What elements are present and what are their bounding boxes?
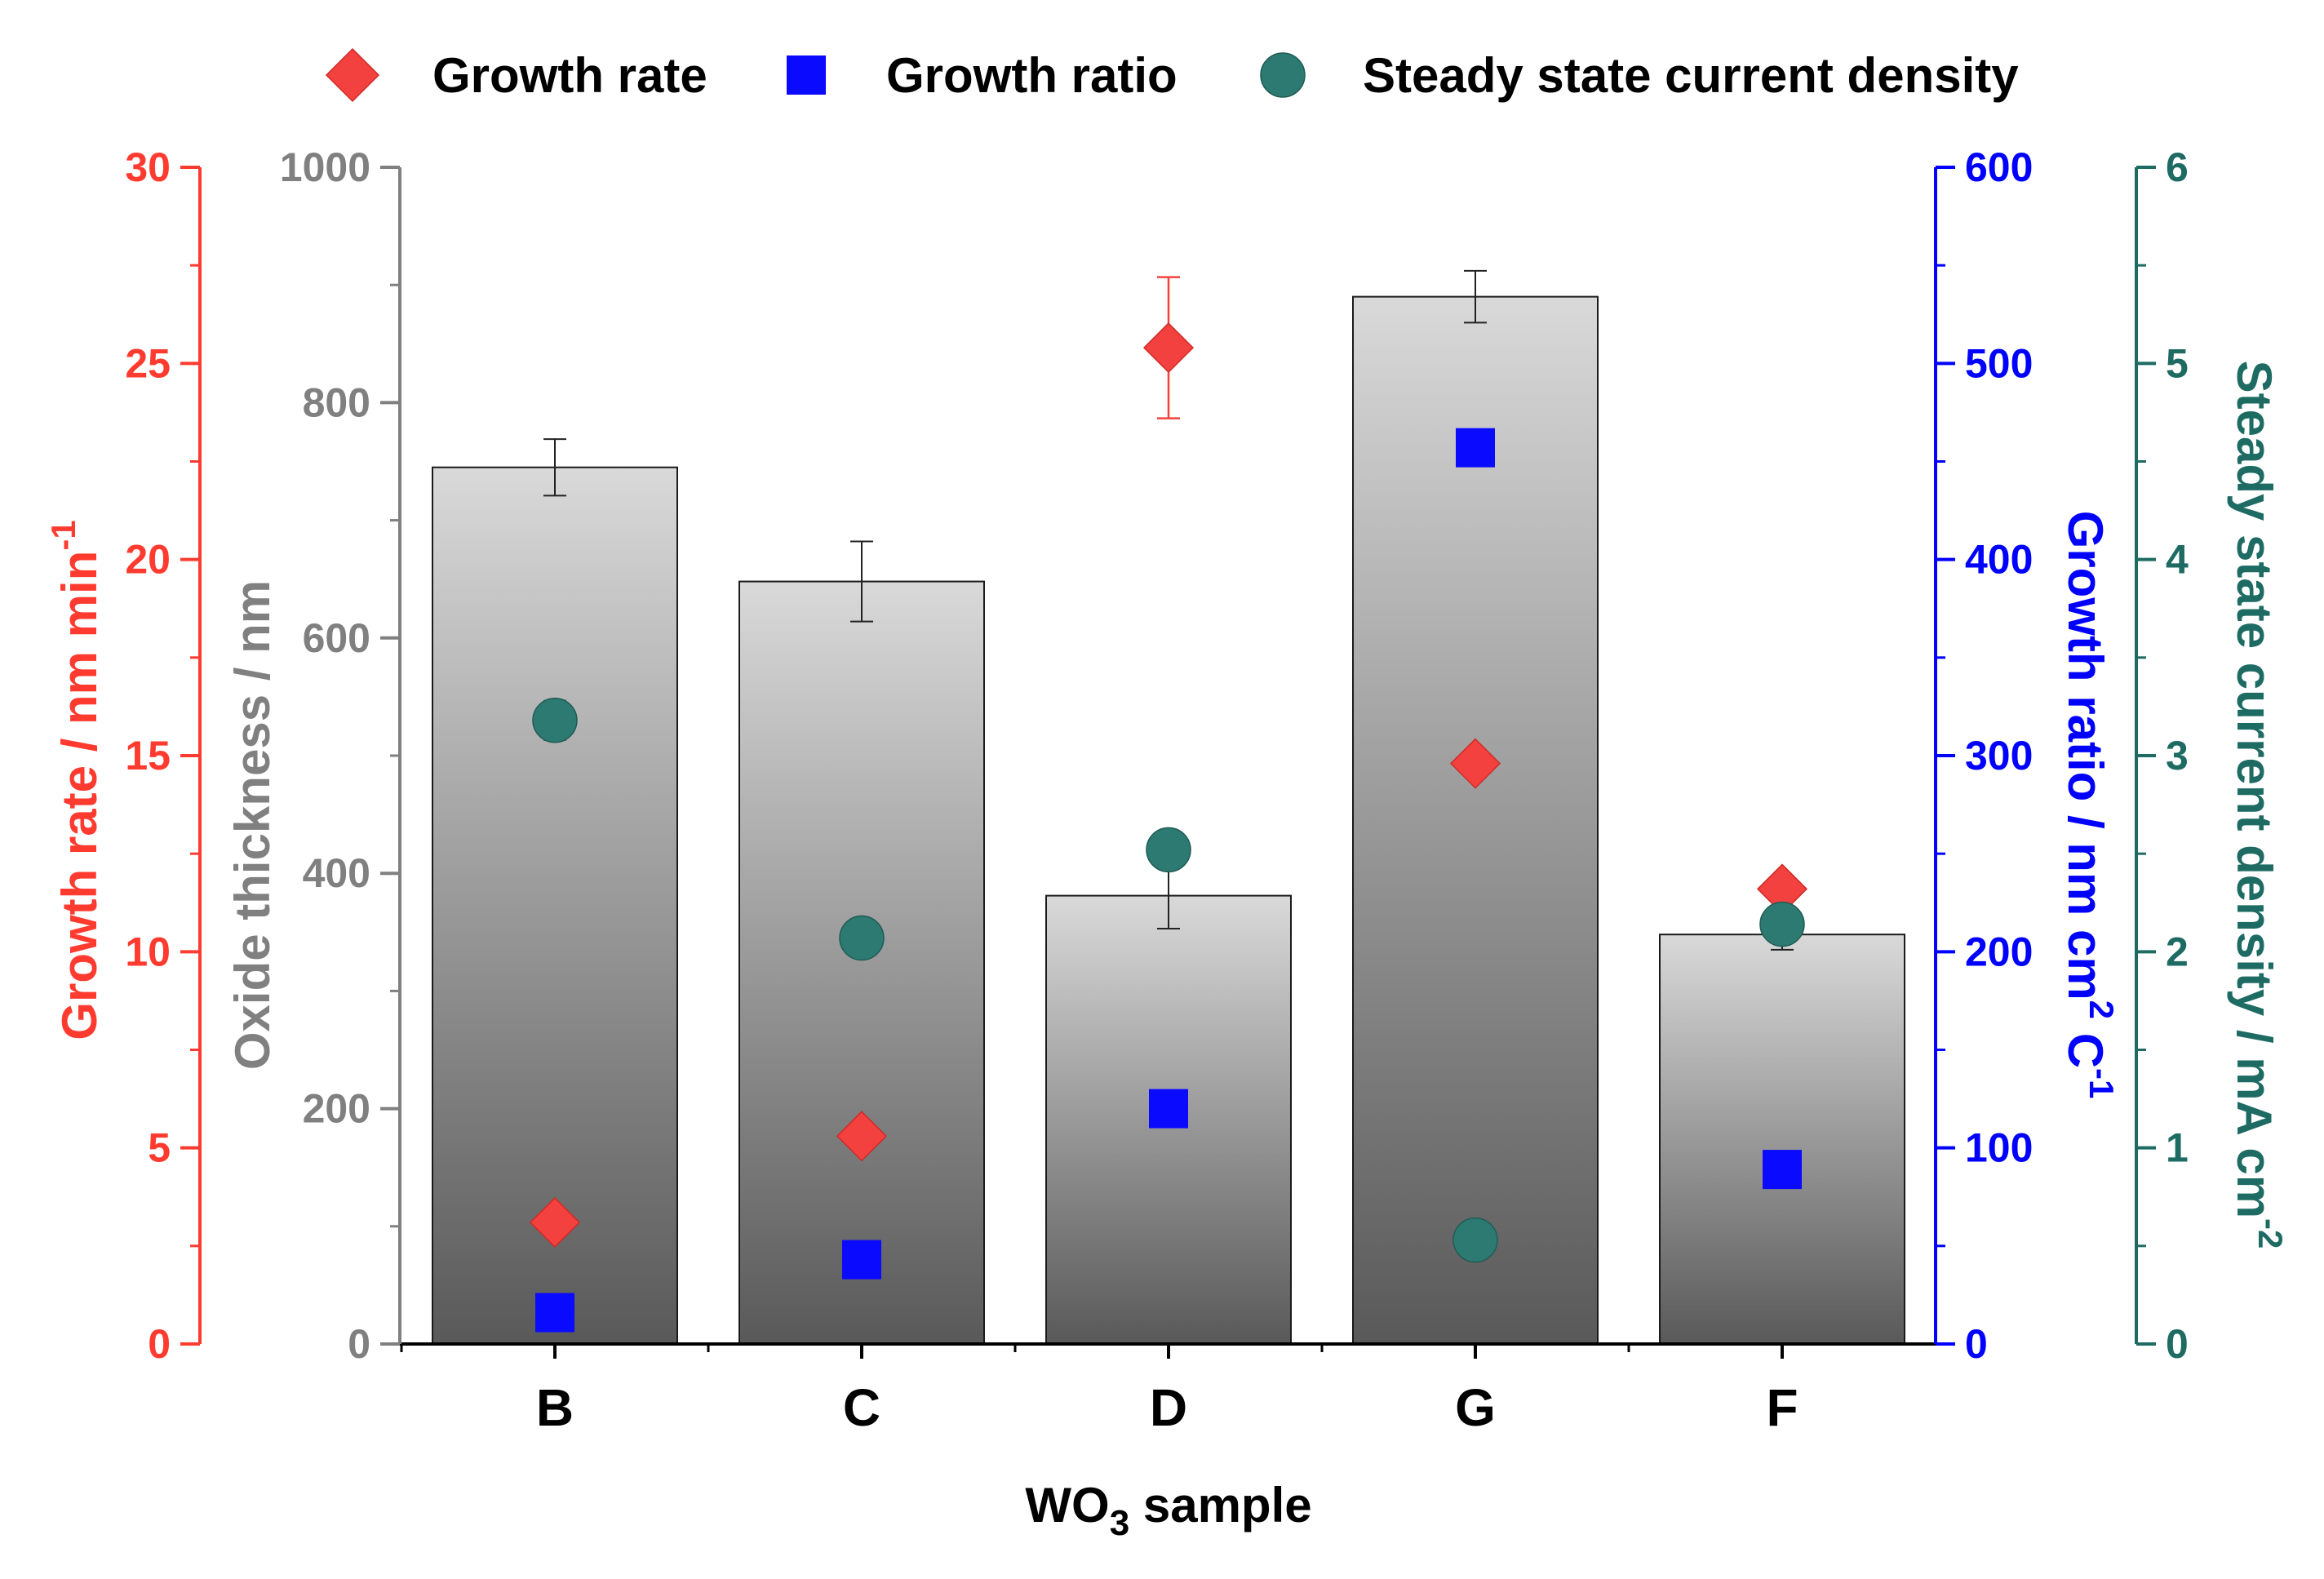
legend-marker-growth-ratio <box>787 55 826 95</box>
legend: Growth rate Growth ratio Steady state curr… <box>325 47 2019 103</box>
tick-label-rate-0: 0 <box>148 1321 171 1367</box>
point-steady-state-current-density-b <box>532 697 578 743</box>
bar-c <box>738 580 985 1345</box>
tick-label-rate-5: 5 <box>148 1125 171 1171</box>
point-growth-ratio-c <box>842 1240 881 1280</box>
tick-label-current-1: 1 <box>2166 1125 2189 1171</box>
series-steady-state-current-density <box>532 697 1805 1263</box>
bar-f <box>1659 934 1905 1345</box>
tick-label-ratio-500: 500 <box>1965 340 2033 386</box>
axis-rate: 0 5 10 15 20 25 30 <box>125 144 202 1367</box>
tick-label-ratio-100: 100 <box>1965 1125 2033 1171</box>
legend-item-growth-ratio: Growth ratio <box>787 48 1178 103</box>
bar-error-c <box>850 540 873 623</box>
tick-label-current-4: 4 <box>2166 537 2189 583</box>
tick-label-current-0: 0 <box>2166 1321 2189 1367</box>
point-growth-rate-c <box>836 1111 888 1162</box>
tick-label-current-3: 3 <box>2166 733 2189 778</box>
point-steady-state-current-density-c <box>839 915 885 961</box>
point-growth-ratio-g <box>1456 428 1495 468</box>
axis-current: 0 1 2 3 4 5 6 <box>2135 144 2189 1367</box>
tick-label-current-5: 5 <box>2166 340 2189 386</box>
x-tick-label-g: G <box>1455 1378 1496 1437</box>
point-growth-rate-b <box>529 1196 581 1249</box>
axis-title-ratio: Growth ratio / nm cm2 C-1 <box>2058 511 2121 1099</box>
x-tick-label-d: D <box>1150 1378 1187 1437</box>
series-growth-rate <box>529 276 1808 1249</box>
tick-label-rate-20: 20 <box>125 537 171 583</box>
point-steady-state-current-density-g <box>1452 1217 1498 1263</box>
axis-oxide: 0 200 400 600 800 1000 <box>280 144 401 1367</box>
bar-error-g <box>1464 269 1487 324</box>
tick-label-rate-10: 10 <box>125 929 171 974</box>
point-growth-ratio-f <box>1763 1150 1802 1190</box>
tick-label-current-2: 2 <box>2166 929 2189 974</box>
tick-label-ratio-600: 600 <box>1965 144 2033 190</box>
tick-label-rate-25: 25 <box>125 340 171 386</box>
bar-g <box>1352 295 1599 1345</box>
tick-label-oxide-600: 600 <box>303 615 370 661</box>
point-steady-state-current-density-f <box>1759 901 1805 947</box>
axis-title-current: Steady state current density / mA cm-2 <box>2227 361 2290 1249</box>
bars-layer <box>432 269 1905 1346</box>
tick-label-rate-30: 30 <box>125 144 171 190</box>
tick-label-oxide-1000: 1000 <box>280 144 370 190</box>
axis-ratio: 0 100 200 300 400 500 600 <box>1934 144 2033 1367</box>
point-steady-state-current-density-d <box>1146 827 1191 873</box>
axis-title-rate: Growth rate / nm min-1 <box>44 520 107 1040</box>
point-growth-ratio-d <box>1149 1089 1188 1129</box>
tick-label-oxide-800: 800 <box>303 379 370 425</box>
tick-label-current-6: 6 <box>2166 144 2189 190</box>
axis-title-oxide: Oxide thickness / nm <box>225 580 280 1070</box>
tick-label-oxide-400: 400 <box>303 850 370 896</box>
x-tick-label-c: C <box>843 1378 880 1437</box>
bar-error-b <box>543 438 566 497</box>
tick-label-ratio-0: 0 <box>1965 1321 1988 1367</box>
tick-label-ratio-400: 400 <box>1965 537 2033 583</box>
tick-label-rate-15: 15 <box>125 733 171 778</box>
tick-label-ratio-300: 300 <box>1965 733 2033 778</box>
x-tick-label-b: B <box>536 1378 574 1437</box>
legend-marker-steady-state-current-density <box>1260 52 1306 98</box>
x-tick-label-f: F <box>1766 1378 1798 1437</box>
legend-label-steady-state-current-density: Steady state current density <box>1363 48 2019 103</box>
legend-label-growth-rate: Growth rate <box>432 48 707 103</box>
point-growth-rate-g <box>1449 738 1501 789</box>
tick-label-oxide-0: 0 <box>348 1321 370 1367</box>
legend-item-steady-state-current-density: Steady state current density <box>1260 48 2019 103</box>
series-growth-ratio <box>535 428 1802 1333</box>
tick-label-oxide-200: 200 <box>303 1086 370 1132</box>
legend-label-growth-ratio: Growth ratio <box>886 48 1178 103</box>
point-growth-ratio-b <box>535 1293 574 1333</box>
x-axis-title: WO3 sample <box>1025 1478 1311 1543</box>
points-layer <box>529 276 1808 1333</box>
point-growth-rate-d <box>1142 322 1195 374</box>
legend-marker-growth-rate <box>325 47 380 103</box>
tick-label-ratio-200: 200 <box>1965 929 2033 974</box>
legend-item-growth-rate: Growth rate <box>325 47 707 103</box>
